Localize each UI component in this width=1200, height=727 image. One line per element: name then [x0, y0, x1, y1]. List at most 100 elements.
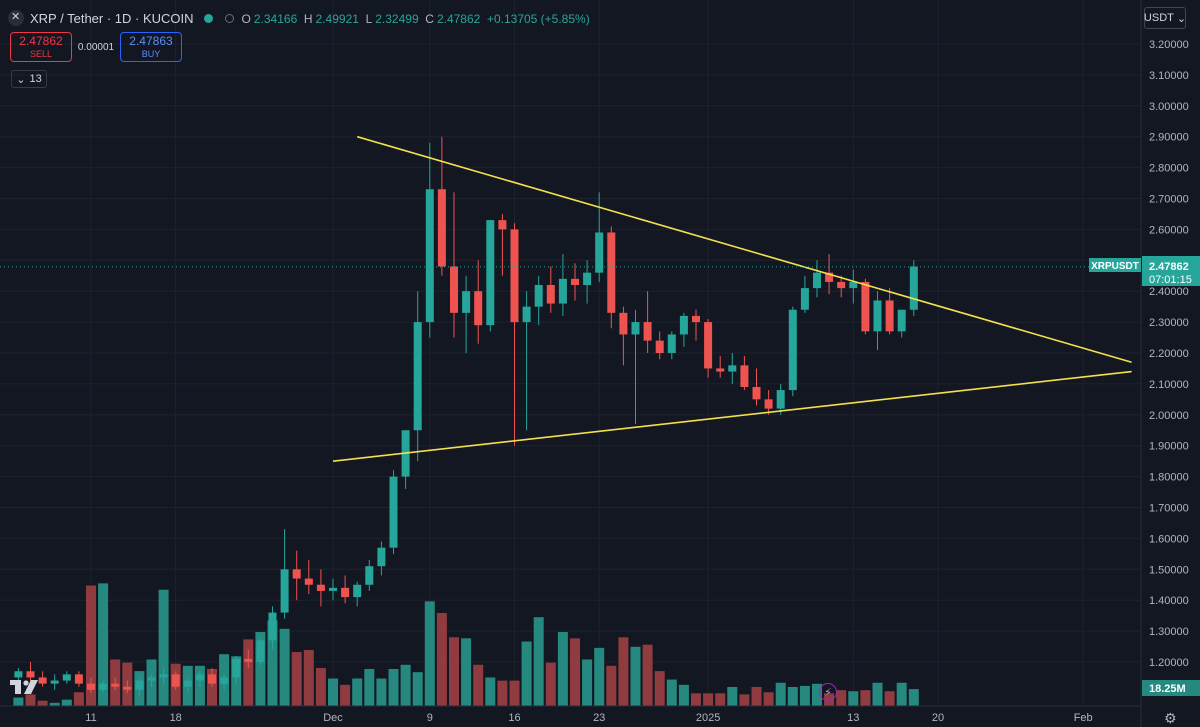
volume-bar	[86, 585, 96, 706]
time-tick-label: 16	[508, 712, 520, 724]
spread-value: 0.00001	[77, 41, 115, 53]
volume-bar	[836, 690, 847, 706]
time-tick-label: 13	[847, 712, 859, 724]
price-tick-label: 2.40000	[1149, 286, 1189, 298]
open-value: 2.34166	[253, 11, 298, 26]
candle-body	[329, 587, 337, 591]
price-tick-label: 1.70000	[1149, 503, 1189, 515]
time-tick-label: 18	[170, 712, 182, 724]
tradingview-logo-icon[interactable]	[10, 676, 44, 696]
candle-body	[244, 658, 253, 662]
volume-bar	[461, 638, 472, 706]
volume-bar	[521, 641, 532, 706]
price-tick-label: 3.00000	[1149, 101, 1189, 113]
volume-bar	[812, 683, 822, 706]
candle-body	[861, 281, 870, 332]
currency-dropdown[interactable]: USDT ⌄	[1144, 7, 1186, 29]
price-tick-label: 1.30000	[1149, 626, 1189, 638]
volume-bar	[533, 617, 544, 706]
symbol-price-tag: XRPUSDT 2.47862 07:01:15	[1089, 256, 1200, 286]
chevron-down-icon: ⌄	[16, 73, 26, 86]
candle-body	[595, 232, 604, 273]
candle-body	[316, 584, 325, 591]
candle-body	[450, 266, 458, 313]
candle-body	[87, 683, 95, 690]
gear-icon[interactable]: ⚙	[1164, 710, 1177, 726]
indicators-collapse-button[interactable]: ⌄ 13	[11, 70, 47, 88]
xrp-logo-icon	[8, 10, 24, 26]
candle-body	[425, 189, 434, 323]
volume-bar	[727, 686, 738, 706]
price-tick-label: 2.20000	[1149, 348, 1189, 360]
volume-bar	[666, 679, 677, 706]
candle-body	[776, 390, 785, 409]
volume-bar	[13, 697, 24, 706]
time-tick-label: 2025	[696, 712, 720, 724]
candle-body	[147, 677, 156, 681]
volume-tag-label: 18.25M	[1149, 683, 1186, 695]
volume-bar	[860, 690, 871, 706]
candle-body	[571, 278, 579, 286]
volume-bar	[473, 664, 484, 706]
candle-body	[50, 680, 59, 684]
candle-countdown: 07:01:15	[1149, 274, 1192, 286]
price-tick-label: 2.80000	[1149, 163, 1189, 175]
volume-bar	[582, 659, 593, 706]
candle-body	[716, 368, 725, 372]
volume-bar	[497, 680, 508, 706]
volume-bar	[606, 665, 617, 706]
candle-body	[268, 612, 277, 641]
volume-bar	[388, 669, 399, 706]
volume-bar	[412, 672, 423, 706]
candle-body	[462, 291, 471, 313]
volume-bars	[13, 583, 919, 706]
time-tick-label: Dec	[323, 712, 343, 724]
time-tick-label: 9	[427, 712, 433, 724]
high-key: H	[303, 11, 313, 26]
candle-body	[111, 683, 120, 687]
candle-body	[353, 584, 362, 598]
time-tick-label: 20	[932, 712, 944, 724]
volume-bar	[400, 664, 411, 706]
candle-body	[788, 309, 797, 391]
candle-body	[280, 569, 289, 613]
buy-label: BUY	[141, 49, 161, 59]
candle-body	[813, 272, 821, 289]
candle-body	[74, 674, 83, 684]
green-dot-icon	[203, 13, 213, 23]
trade-panel: 2.47862 SELL 0.00001 2.47863 BUY	[10, 32, 182, 62]
volume-bar	[485, 677, 496, 706]
candle-body	[704, 322, 713, 369]
candle-body	[825, 272, 834, 282]
volume-bar	[340, 684, 351, 706]
time-tick-label: 11	[85, 712, 96, 724]
trendlines	[332, 135, 1132, 462]
sell-label: SELL	[29, 49, 53, 59]
volume-bar	[848, 691, 859, 706]
volume-bar	[678, 684, 689, 706]
trendline	[356, 135, 1132, 364]
volume-bar	[545, 662, 556, 706]
volume-bar	[896, 682, 907, 706]
time-tick-label: 23	[593, 712, 605, 724]
candle-body	[292, 569, 301, 579]
price-tick-label: 2.30000	[1149, 317, 1189, 329]
sell-button[interactable]: 2.47862 SELL	[10, 32, 72, 62]
symbol-title[interactable]: XRP / Tether · 1D · KUCOIN	[30, 10, 194, 26]
candle-body	[14, 671, 23, 678]
volume-bar	[255, 632, 266, 706]
price-tick-label: 1.80000	[1149, 472, 1189, 484]
price-tick-label: 3.20000	[1149, 39, 1189, 51]
candle-body	[909, 266, 918, 310]
candle-body	[123, 686, 132, 690]
time-tick-label: Feb	[1074, 712, 1093, 724]
lightning-icon[interactable]: ⚡	[819, 683, 837, 701]
candle-body	[183, 680, 192, 687]
candle-body	[607, 232, 616, 313]
volume-bar	[654, 671, 665, 706]
price-tick-label: 1.60000	[1149, 533, 1189, 545]
volume-bar	[799, 685, 810, 706]
buy-button[interactable]: 2.47863 BUY	[120, 32, 182, 62]
candle-body	[365, 566, 374, 585]
